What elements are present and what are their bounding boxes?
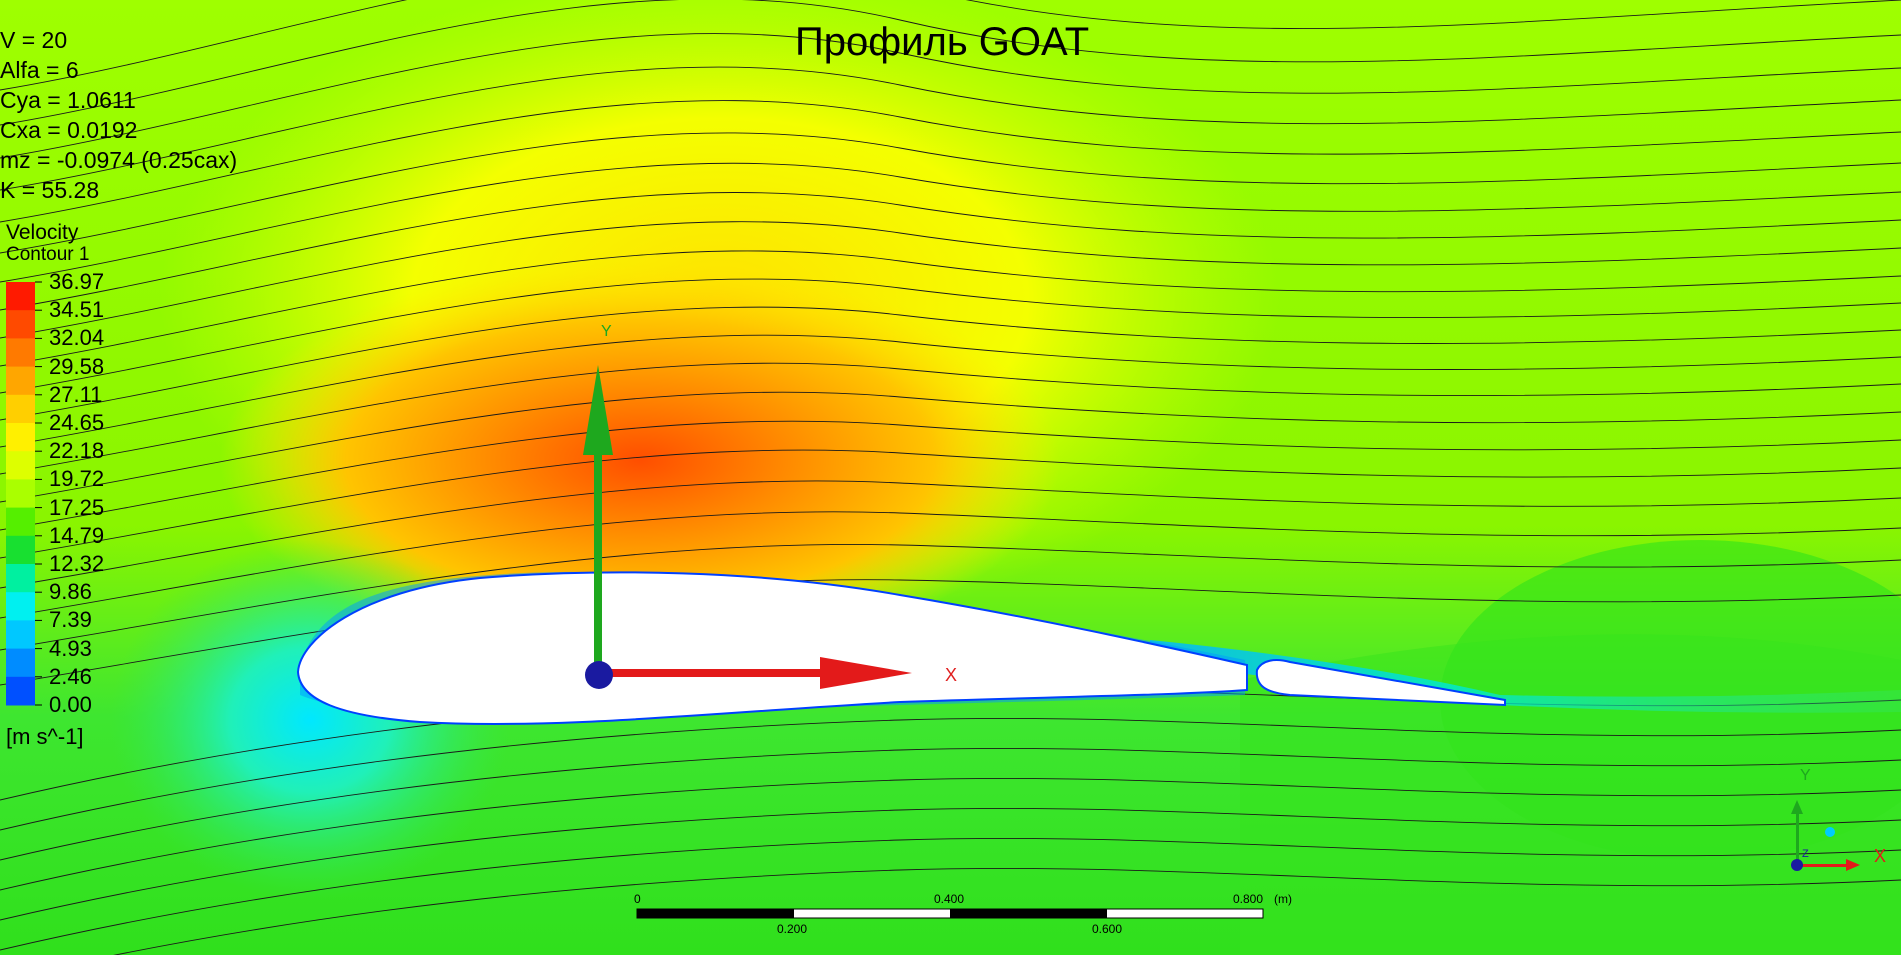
legend-color-band <box>6 507 35 537</box>
streamline <box>0 480 1901 589</box>
streamline <box>0 0 1901 126</box>
legend-title: Velocity <box>6 221 79 244</box>
legend-color-band <box>6 451 35 480</box>
triad-x-label: X <box>1874 846 1887 866</box>
streamline <box>0 747 1901 861</box>
streamline <box>0 420 1901 531</box>
legend-tick-label: 14.79 <box>49 522 105 548</box>
streamline <box>0 449 1901 559</box>
param-mz: mz = -0.0974 (0.25cax) <box>0 147 238 173</box>
legend-tick-label: 7.39 <box>49 607 92 633</box>
axis-triad <box>1791 800 1860 871</box>
legend-tick-label: 32.04 <box>49 325 105 351</box>
streamline <box>0 162 1901 283</box>
legend-tick-label: 2.46 <box>49 663 92 689</box>
streamline <box>0 100 1901 223</box>
streamline <box>0 306 1901 421</box>
param-alfa: Alfa = 6 <box>0 57 79 83</box>
streamline <box>0 511 1901 619</box>
streamline <box>0 334 1901 448</box>
legend-tick-label: 36.97 <box>49 269 105 294</box>
scale-label-0400: 0.400 <box>934 892 965 906</box>
streamline <box>0 543 1901 651</box>
streamline <box>0 221 1901 339</box>
scale-label-0: 0 <box>634 892 641 906</box>
origin-y-label: Y <box>601 323 612 340</box>
legend-color-band <box>6 310 35 339</box>
legend-color-band <box>6 648 35 678</box>
legend-color-band <box>6 366 35 396</box>
streamline <box>0 0 1901 91</box>
legend-color-band <box>6 338 35 368</box>
scale-label-0800: 0.800 <box>1233 892 1264 906</box>
legend-units: [m s^-1] <box>6 724 84 749</box>
streamline <box>0 807 1901 921</box>
streamline <box>0 579 1901 686</box>
airfoil-main-element <box>296 571 1248 725</box>
legend-tick-label: 12.32 <box>49 551 105 576</box>
streamline <box>0 777 1901 891</box>
legend-color-band <box>6 564 35 593</box>
legend-tick-label: 34.51 <box>49 297 105 323</box>
streamline <box>0 33 1901 159</box>
legend-colorbar <box>6 281 42 706</box>
legend-tick-label: 29.58 <box>49 353 105 379</box>
param-velocity: V = 20 <box>0 27 68 53</box>
origin-x-label: X <box>945 665 958 685</box>
streamline <box>0 391 1901 503</box>
legend-subtitle: Contour 1 <box>6 244 90 265</box>
streamline <box>0 717 1901 831</box>
streamline <box>0 278 1901 394</box>
legend-color-band <box>6 423 35 452</box>
plot-title: Профиль GOAT <box>795 20 1090 64</box>
legend-tick-label: 24.65 <box>49 410 105 435</box>
triad-z-label: Z <box>1802 848 1809 860</box>
legend-color-band <box>6 620 35 650</box>
legend-tick-label: 17.25 <box>49 494 105 520</box>
legend-color-band <box>6 535 35 565</box>
legend-color-band <box>6 592 35 621</box>
legend-tick-label: 0.00 <box>49 692 92 717</box>
triad-y-label: Y <box>1800 767 1811 784</box>
param-cxa: Cxa = 0.0192 <box>0 117 138 143</box>
legend-color-band <box>6 394 35 424</box>
param-cya: Cya = 1.0611 <box>0 87 136 113</box>
legend-color-band <box>6 282 35 311</box>
legend-color-band <box>6 676 35 706</box>
scale-unit: (m) <box>1274 892 1292 906</box>
param-k: K = 55.28 <box>0 177 100 203</box>
legend-tick-label: 22.18 <box>49 438 105 464</box>
scale-label-0600: 0.600 <box>1092 922 1123 936</box>
scale-label-0200: 0.200 <box>777 922 808 936</box>
streamline <box>0 362 1901 475</box>
legend-tick-label: 19.72 <box>49 466 105 492</box>
airfoil-flap-element <box>1255 659 1506 707</box>
streamline <box>0 837 1901 951</box>
streamline <box>0 250 1901 367</box>
legend-tick-label: 4.93 <box>49 635 92 661</box>
legend-tick-label: 27.11 <box>49 381 103 407</box>
legend-tick-label: 9.86 <box>49 579 92 605</box>
streamline <box>0 132 1901 254</box>
streamline <box>113 867 1901 955</box>
streamline <box>0 66 1901 191</box>
scale-bar <box>636 908 1264 919</box>
streamline <box>0 192 1901 311</box>
legend-color-band <box>6 479 35 509</box>
axes-origin <box>583 365 912 689</box>
